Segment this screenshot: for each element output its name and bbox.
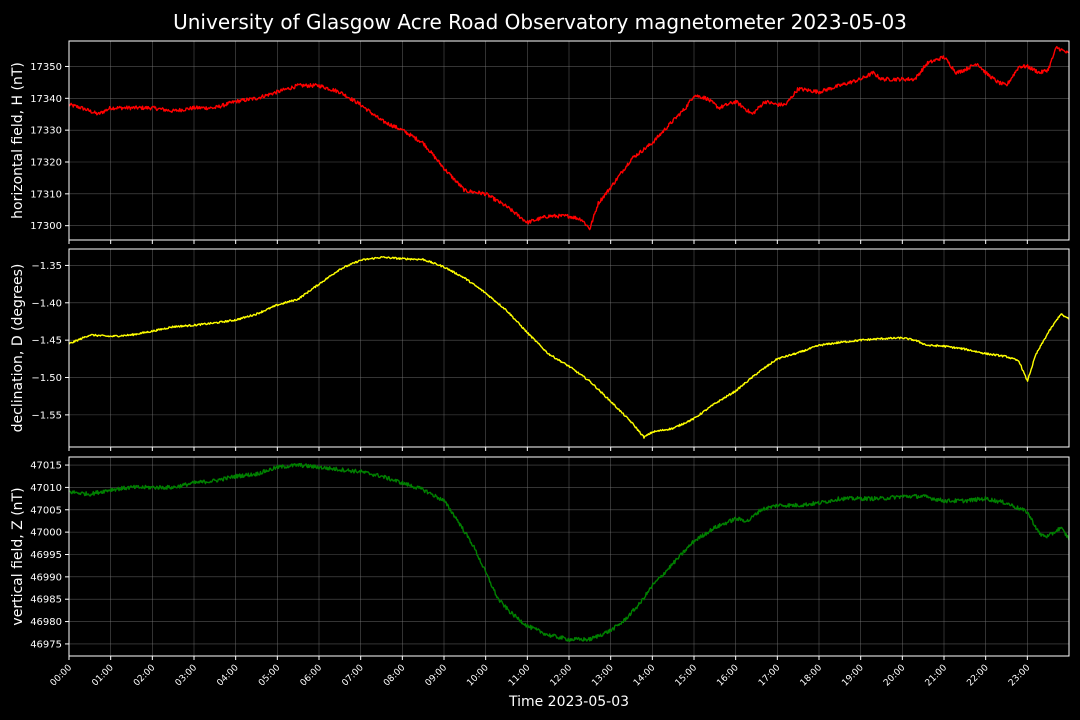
panel-frame	[68, 40, 1070, 241]
y-tick-label: −1.55	[31, 410, 62, 421]
series-line-declination	[69, 255, 1069, 439]
panel-declination: −1.55 −1.50 −1.45 −1.40 −1.35 declination, D …	[10, 248, 1070, 451]
panel-horizontal: 17300 17310 17320 17330 17340 17350 horizontal…	[10, 40, 1070, 244]
series-line-horizontal	[69, 45, 1069, 231]
panels-group: 17300 17310 17320 17330 17340 17350 horizontal…	[10, 40, 1070, 660]
y-tick-label: 47000	[30, 528, 62, 539]
y-tick-label: 47015	[30, 461, 62, 472]
y-tick-label: −1.35	[31, 261, 62, 272]
y-tick-label: 17340	[30, 94, 62, 105]
y-tick-label: 17300	[30, 221, 62, 232]
panel-frame	[68, 248, 1070, 448]
panel-frame	[68, 456, 1070, 657]
series-line-vertical	[69, 462, 1069, 642]
y-tick-label: 47010	[30, 483, 62, 494]
y-tick-label: 47005	[30, 505, 62, 516]
y-tick-label: 17350	[30, 62, 62, 73]
y-tick-label: 46995	[30, 550, 62, 561]
y-tick-label: 46990	[30, 572, 62, 583]
x-axis-label: Time 2023-05-03	[508, 694, 629, 710]
y-tick-label: 46985	[30, 595, 62, 606]
y-tick-label: −1.40	[31, 298, 62, 309]
chart-title: University of Glasgow Acre Road Observat…	[173, 10, 907, 34]
panel-vertical: 46975 46980 46985 46990 46995 47000 47005 47010…	[10, 456, 1070, 660]
y-tick-label: 17320	[30, 157, 62, 168]
y-axis-label: horizontal field, H (nT)	[10, 62, 26, 219]
y-tick-label: 17310	[30, 189, 62, 200]
y-tick-label: −1.45	[31, 336, 62, 347]
y-tick-label: 46975	[30, 639, 62, 650]
y-tick-label: 46980	[30, 617, 62, 628]
y-axis-label: vertical field, Z (nT)	[10, 487, 26, 625]
y-tick-label: 17330	[30, 126, 62, 137]
y-axis-label: declination, D (degrees)	[10, 264, 26, 433]
y-tick-label: −1.50	[31, 373, 62, 384]
